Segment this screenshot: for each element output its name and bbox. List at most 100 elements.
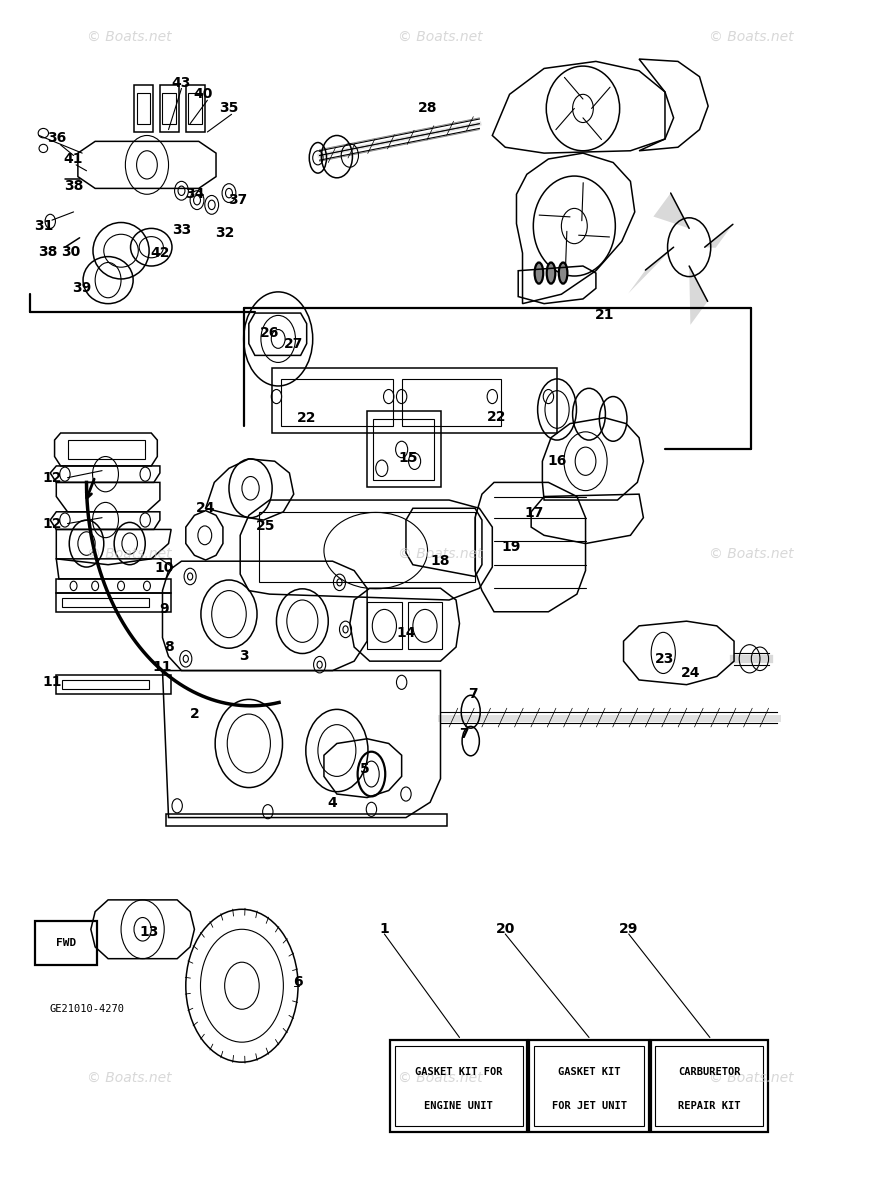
Text: 31: 31 [33,220,53,233]
Text: 33: 33 [172,222,191,236]
Text: 10: 10 [154,562,174,575]
Bar [272,368,557,433]
Text: 12: 12 [42,516,62,530]
Bar [189,94,203,124]
Bar [534,1045,644,1126]
Polygon shape [628,247,674,294]
Text: 26: 26 [260,326,279,340]
Bar [655,1045,764,1126]
Text: FWD: FWD [56,938,76,948]
Text: 24: 24 [196,502,216,515]
Text: 32: 32 [215,226,234,240]
Text: 2: 2 [189,707,199,721]
Bar [402,379,501,426]
Bar [651,1040,767,1132]
Text: 37: 37 [228,193,248,208]
Bar [63,680,149,689]
Text: 41: 41 [63,152,84,166]
Bar [395,1045,522,1126]
Text: GASKET KIT: GASKET KIT [558,1067,620,1076]
Text: 4: 4 [328,797,337,810]
Text: 29: 29 [619,923,639,936]
Polygon shape [689,266,707,325]
Text: GE21010-4270: GE21010-4270 [49,1004,124,1014]
Text: © Boats.net: © Boats.net [398,30,483,43]
Bar [137,94,151,124]
Text: © Boats.net: © Boats.net [709,1070,794,1085]
Text: 38: 38 [64,179,83,193]
Text: 15: 15 [398,451,418,464]
Text: 30: 30 [62,245,80,259]
Text: 24: 24 [681,666,700,680]
Text: 7: 7 [468,688,478,701]
Text: 14: 14 [396,626,416,640]
Text: CARBURETOR: CARBURETOR [678,1067,741,1076]
Text: © Boats.net: © Boats.net [87,30,172,43]
Text: 11: 11 [42,676,62,689]
Text: 3: 3 [239,649,248,664]
Text: 9: 9 [159,602,169,617]
Text: © Boats.net: © Boats.net [87,1070,172,1085]
Text: 22: 22 [297,410,316,425]
Bar [408,602,442,649]
Ellipse shape [559,263,567,283]
Text: 8: 8 [164,640,174,654]
Bar [529,1040,648,1132]
Text: 18: 18 [431,554,450,568]
Text: 38: 38 [38,245,57,259]
Text: 42: 42 [150,246,170,260]
Bar [56,593,171,612]
Text: 28: 28 [418,102,437,115]
Bar [367,410,440,487]
Text: © Boats.net: © Boats.net [398,547,483,562]
Text: 16: 16 [547,455,566,468]
Text: 12: 12 [42,470,62,485]
Bar [56,676,171,694]
Text: 43: 43 [172,76,191,90]
Polygon shape [654,193,689,228]
Text: 1: 1 [380,923,389,936]
Text: 5: 5 [359,762,369,776]
Text: 22: 22 [487,409,507,424]
Text: 19: 19 [501,540,521,554]
Polygon shape [705,224,733,248]
Text: 35: 35 [219,102,239,115]
Bar [56,578,171,593]
Text: 36: 36 [47,131,66,145]
Text: ENGINE UNIT: ENGINE UNIT [425,1100,493,1111]
Text: GASKET KIT FOR: GASKET KIT FOR [415,1067,502,1076]
Text: 25: 25 [256,518,276,533]
Bar [63,598,149,607]
Text: 34: 34 [185,187,204,202]
Text: © Boats.net: © Boats.net [87,547,172,562]
Bar [367,602,402,649]
Bar [374,419,433,480]
Text: © Boats.net: © Boats.net [398,1070,483,1085]
Text: © Boats.net: © Boats.net [709,547,794,562]
Bar [390,1040,527,1132]
Text: 27: 27 [284,337,303,350]
Bar [162,94,176,124]
Bar [34,922,97,965]
Text: FOR JET UNIT: FOR JET UNIT [552,1100,626,1111]
Text: 40: 40 [194,88,212,101]
Text: 6: 6 [293,976,303,989]
Text: 23: 23 [655,652,675,666]
Text: 13: 13 [140,925,159,938]
Bar [259,511,475,582]
Bar [68,440,145,458]
Text: 21: 21 [595,308,614,323]
Text: 7: 7 [459,727,469,742]
Text: 17: 17 [524,506,544,520]
Text: 39: 39 [72,281,92,295]
Text: REPAIR KIT: REPAIR KIT [678,1100,741,1111]
Bar [160,85,179,132]
Bar [281,379,393,426]
Ellipse shape [547,263,555,283]
Bar [186,85,204,132]
Text: © Boats.net: © Boats.net [709,30,794,43]
Bar [166,814,447,826]
Bar [134,85,153,132]
Ellipse shape [535,263,544,283]
Text: 20: 20 [496,923,515,936]
